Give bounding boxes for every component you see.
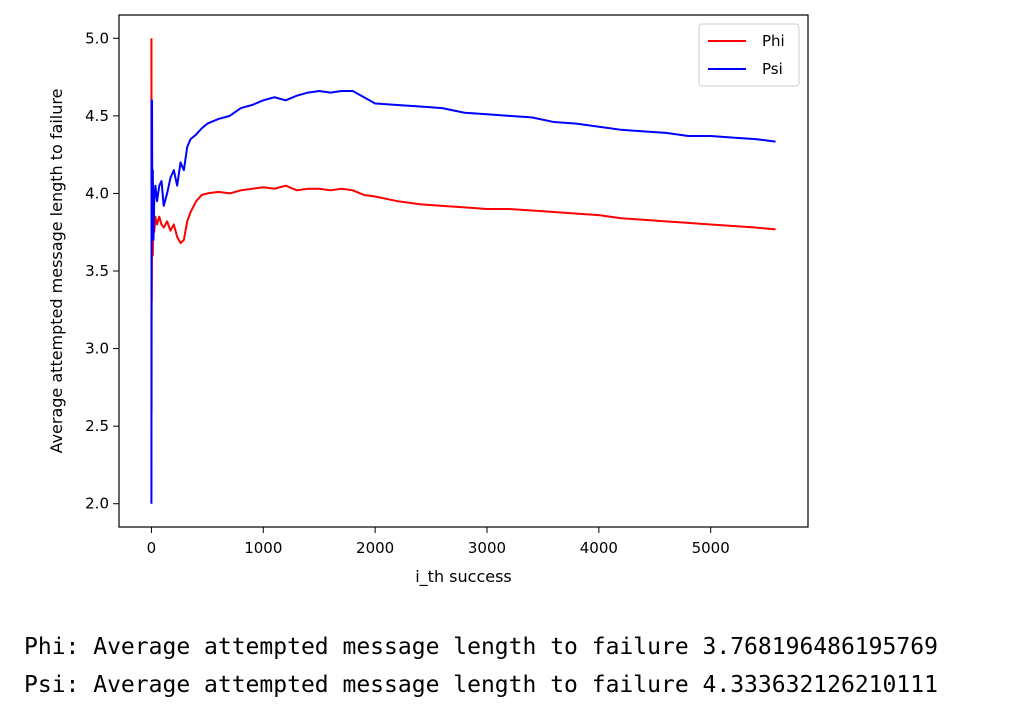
series-line-psi: [150, 90, 776, 504]
legend: Phi Psi: [698, 23, 800, 87]
y-tick-label: 2.5: [85, 417, 109, 435]
x-tick-label: 4000: [580, 539, 618, 557]
x-tick-label: 3000: [468, 539, 506, 557]
legend-box: [698, 23, 800, 87]
series-line-phi: [150, 38, 776, 412]
line-chart: 0 1000 2000 3000 4000 5000 2.0 2.5 3.0 3.5 4.0 4.5…: [47, 14, 809, 587]
y-axis-label: Average attempted message length to fail…: [47, 89, 66, 454]
legend-label-psi: Psi: [762, 60, 783, 78]
x-axis: 0 1000 2000 3000 4000 5000: [147, 527, 730, 557]
x-tick-label: 2000: [356, 539, 394, 557]
x-tick-label: 0: [147, 539, 157, 557]
y-axis: 2.0 2.5 3.0 3.5 4.0 4.5 5.0: [85, 29, 119, 513]
legend-label-phi: Phi: [762, 32, 785, 50]
phi-result-text: Phi: Average attempted message length to…: [24, 634, 938, 660]
psi-result-text: Psi: Average attempted message length to…: [24, 672, 938, 698]
x-axis-label: i_th success: [415, 567, 512, 587]
y-tick-label: 4.5: [85, 107, 109, 125]
y-tick-label: 3.5: [85, 262, 109, 280]
y-tick-label: 2.0: [85, 495, 109, 513]
y-tick-label: 3.0: [85, 340, 109, 358]
x-tick-label: 1000: [244, 539, 282, 557]
plot-area-frame: [118, 14, 809, 528]
series-layer: [150, 38, 776, 504]
y-tick-label: 5.0: [85, 29, 109, 47]
y-tick-label: 4.0: [85, 184, 109, 202]
x-tick-label: 5000: [692, 539, 730, 557]
